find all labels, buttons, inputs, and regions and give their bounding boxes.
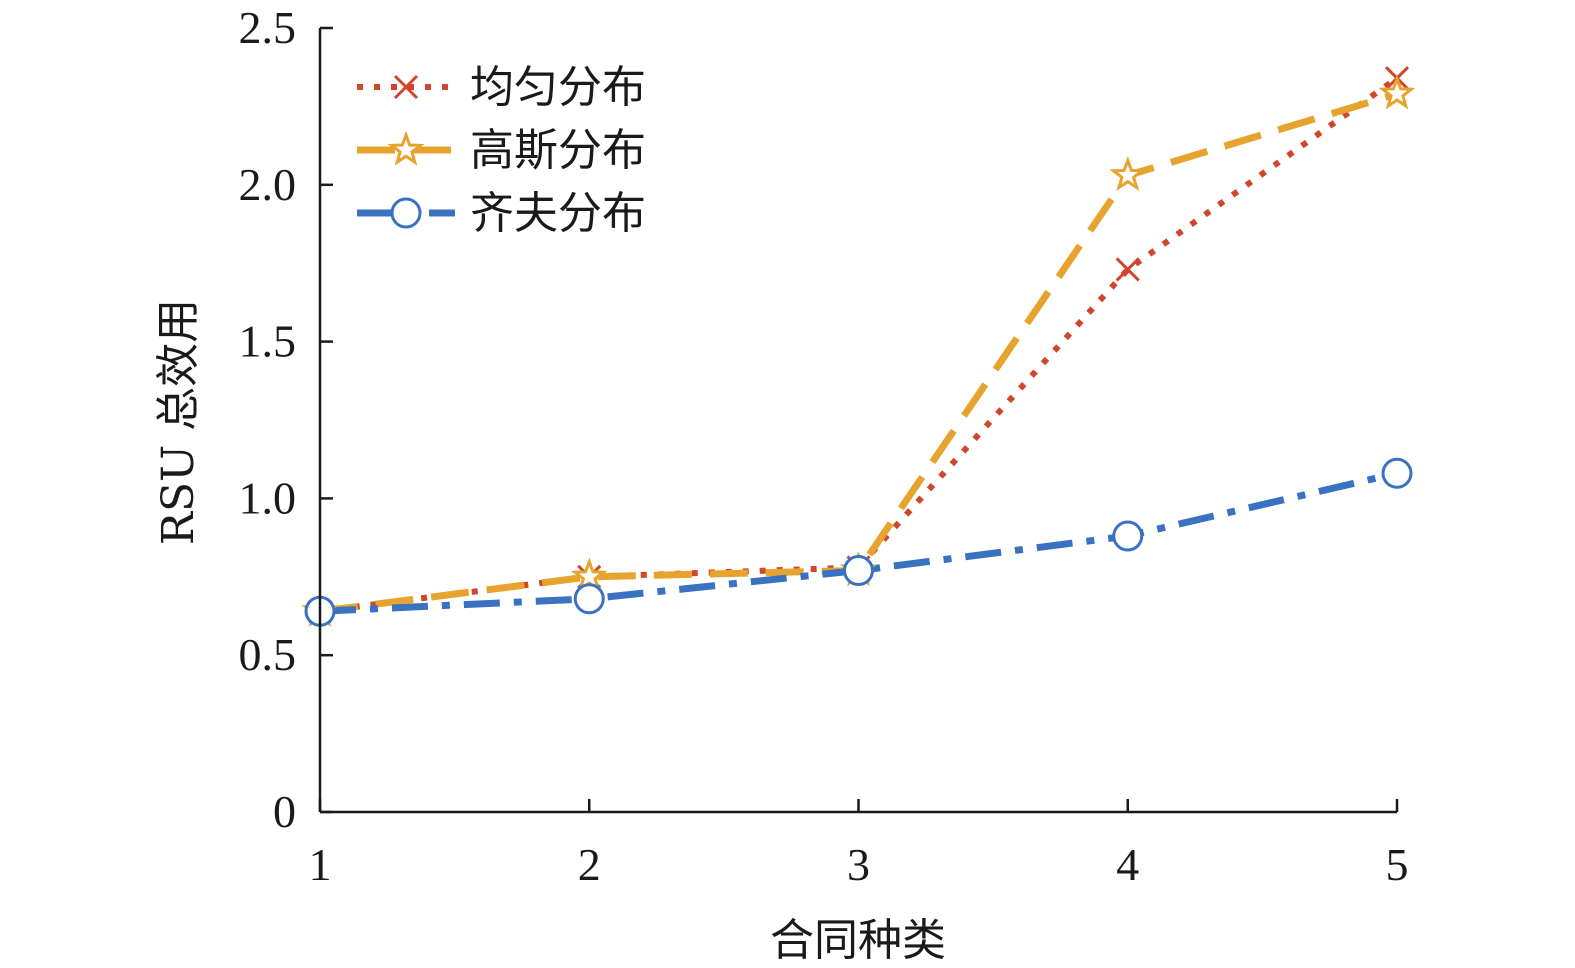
series-1-marker: [1115, 257, 1140, 282]
x-axis-title: 合同种类: [770, 915, 946, 966]
y-tick-label: 2.5: [239, 2, 297, 53]
series-2-marker: [570, 557, 608, 593]
legend-marker-3: [390, 197, 422, 229]
series-3-marker: [843, 555, 874, 587]
legend-label-3: 齐夫分布: [470, 188, 646, 239]
y-axis-title: RSU 总效用: [153, 299, 204, 545]
axes: [318, 26, 1399, 814]
y-tick-label: 0: [273, 786, 296, 837]
tick-labels: 0 0.5 1.0 1.5 2.0 2.5 1 2 3 4 5: [239, 2, 1409, 890]
legend-marker-2: [387, 130, 425, 166]
legend-marker-1: [393, 74, 419, 100]
x-tick-label: 2: [578, 839, 601, 890]
y-tick-label: 1.0: [239, 472, 297, 523]
legend-label-1: 均匀分布: [470, 62, 646, 113]
series-3-marker: [1112, 520, 1144, 552]
series-line-3: [319, 469, 1398, 615]
series-3-marker: [1381, 457, 1413, 489]
x-tick-label: 5: [1386, 839, 1409, 890]
series-2-marker: [1109, 156, 1147, 192]
legend-label-2: 高斯分布: [470, 125, 646, 176]
y-tick-label: 1.5: [239, 316, 297, 367]
x-tick-label: 3: [847, 839, 870, 890]
x-tick-label: 4: [1116, 839, 1139, 890]
y-tick-label: 2.0: [239, 159, 297, 210]
series-3-marker: [573, 583, 605, 615]
y-tick-label: 0.5: [239, 629, 297, 680]
x-tick-label: 1: [309, 839, 332, 890]
series-2-marker: [1378, 74, 1416, 110]
